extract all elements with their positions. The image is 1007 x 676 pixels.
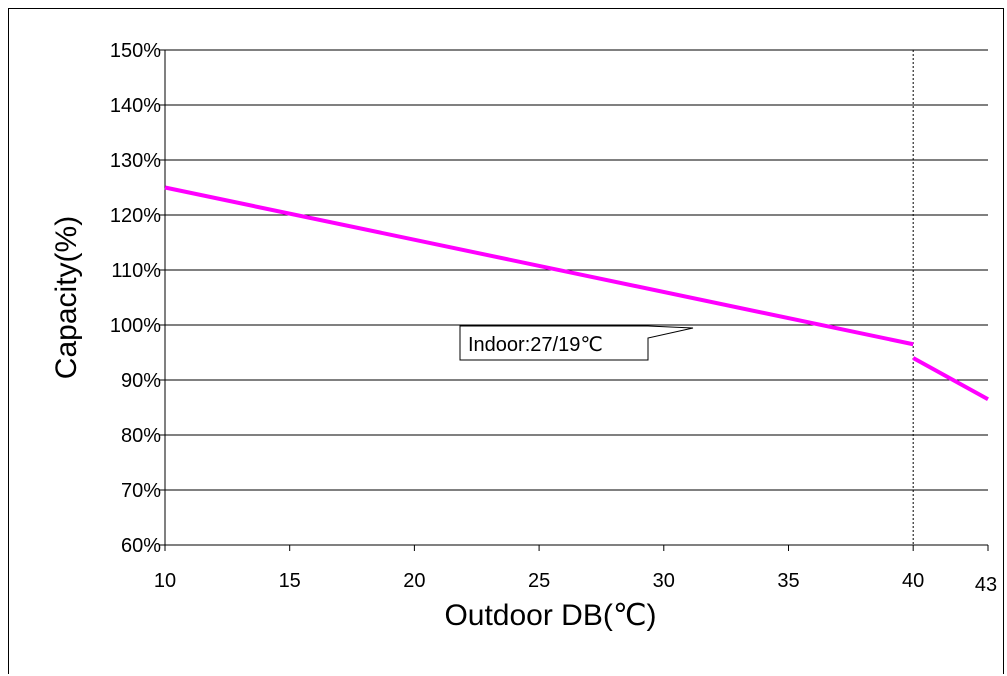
grid-lines: [159, 49, 989, 551]
x-tick-label: 20: [403, 570, 425, 592]
x-tick-label: 15: [279, 570, 301, 592]
y-tick-label: 130%: [110, 150, 161, 172]
y-tick-label: 120%: [110, 205, 161, 227]
annotation-box: [459, 325, 694, 361]
x-axis-title: Outdoor DB(℃): [444, 599, 656, 632]
annotation-text: Indoor:27/19℃: [468, 334, 603, 356]
x-tick-label: 10: [154, 570, 176, 592]
x-tick-labels: 10 15 20 25 30 35 40 43: [154, 570, 997, 596]
x-tick-label: 30: [653, 570, 675, 592]
y-tick-label: 80%: [121, 425, 161, 447]
y-tick-label: 110%: [111, 260, 161, 282]
x-tick-label: 25: [528, 570, 550, 592]
series-line: [164, 185, 914, 347]
x-tick-label: 35: [777, 570, 799, 592]
y-tick-label: 100%: [110, 315, 161, 337]
y-tick-label: 140%: [110, 95, 161, 117]
y-tick-label: 150%: [110, 40, 161, 62]
series-lines: [164, 185, 989, 402]
y-axis-title: Capacity(%): [50, 216, 83, 379]
plot-area: [164, 50, 988, 546]
x-tick-label: 43: [975, 574, 997, 596]
annotation-callout: Indoor:27/19℃: [459, 325, 694, 361]
chart-frame: [8, 8, 1004, 674]
y-tick-labels: 60% 70% 80% 90% 100% 110% 120% 130% 140% 150%: [110, 40, 161, 557]
y-tick-label: 70%: [121, 480, 161, 502]
y-tick-label: 60%: [121, 535, 161, 557]
y-tick-label: 90%: [121, 370, 161, 392]
x-tick-label: 40: [902, 570, 924, 592]
series-line: [912, 356, 989, 402]
